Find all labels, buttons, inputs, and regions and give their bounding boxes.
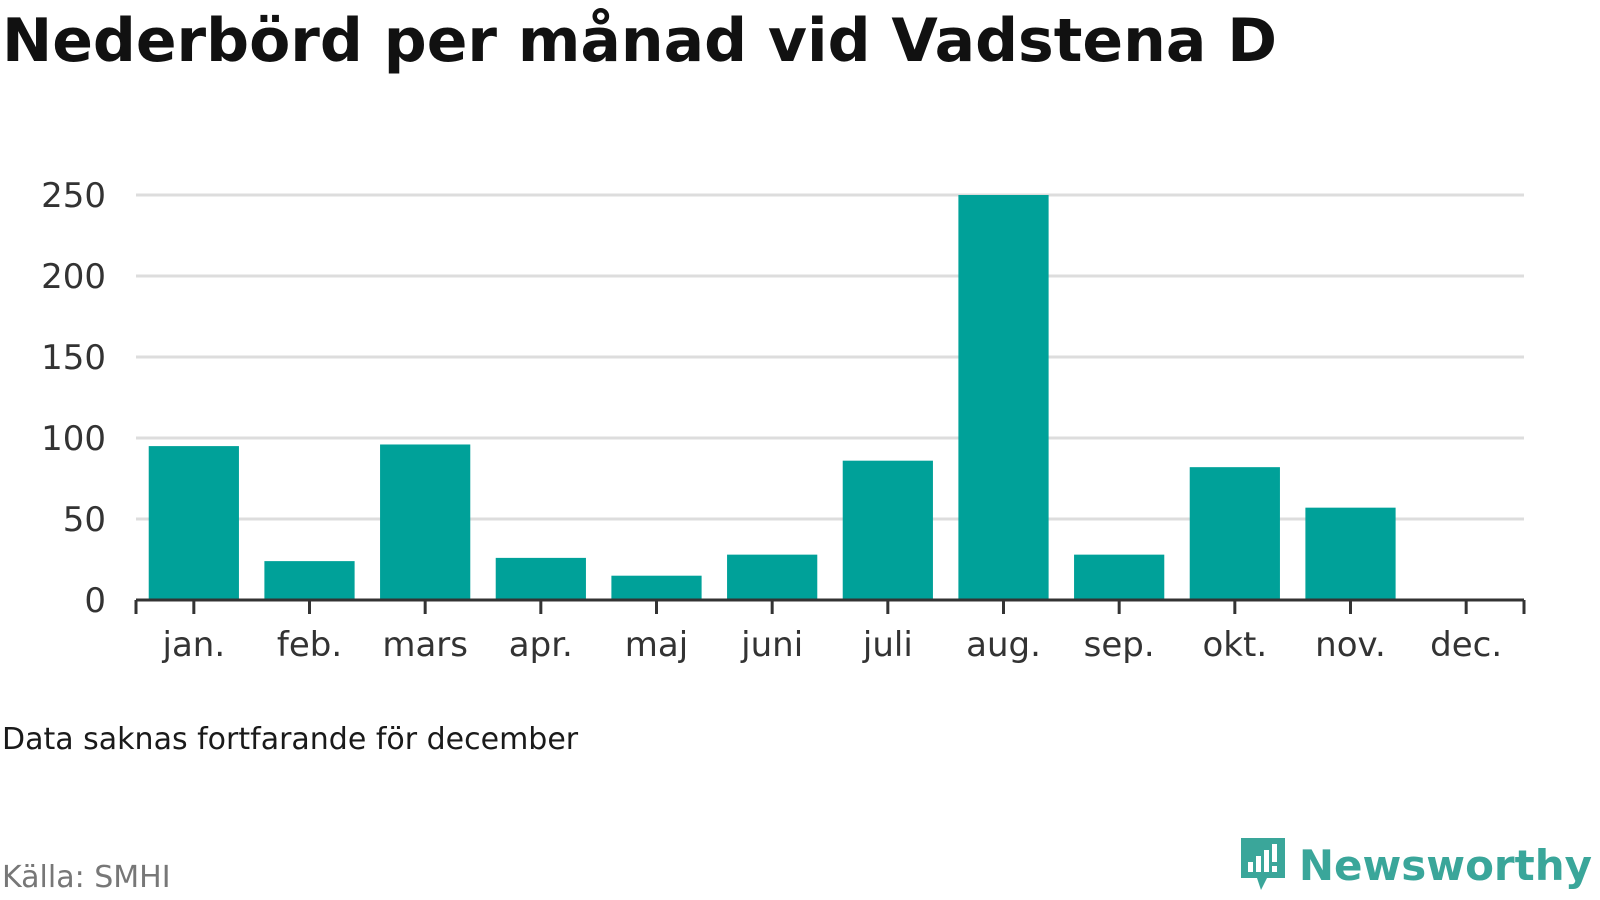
- bar: [380, 444, 471, 600]
- bar: [1305, 507, 1396, 600]
- bar: [1189, 467, 1280, 600]
- brand-logo: Newsworthy: [1237, 838, 1592, 890]
- bar: [1074, 554, 1165, 600]
- x-tick-label: feb.: [277, 625, 342, 665]
- x-tick-label: jan.: [162, 625, 226, 665]
- y-tick-label: 150: [41, 338, 106, 378]
- bar-chart: 0 50 100 150 200 250 jan. feb. mars apr. maj juni ju…: [41, 176, 1526, 665]
- source-label: Källa: SMHI: [2, 860, 171, 895]
- x-tick-label: maj: [625, 625, 688, 665]
- y-tick-label: 250: [41, 176, 106, 216]
- x-tick-label: okt.: [1203, 625, 1268, 665]
- bar: [727, 554, 818, 600]
- x-tick-label: aug.: [966, 625, 1041, 665]
- bar: [611, 575, 702, 600]
- chart-title: Nederbörd per månad vid Vadstena D: [2, 6, 1277, 76]
- x-tick-label: dec.: [1430, 625, 1502, 665]
- bar: [148, 446, 239, 600]
- bar: [958, 195, 1049, 600]
- chart-note: Data saknas fortfarande för december: [2, 722, 579, 757]
- y-tick-label: 0: [84, 581, 106, 621]
- x-tick-label: mars: [382, 625, 468, 665]
- x-tick-label: sep.: [1084, 625, 1155, 665]
- y-tick-label: 200: [41, 257, 106, 297]
- brand-name: Newsworthy: [1298, 840, 1592, 890]
- bar: [842, 460, 933, 600]
- y-tick-label: 100: [41, 419, 106, 459]
- x-tick-label: juli: [862, 625, 913, 665]
- y-tick-label: 50: [63, 500, 106, 540]
- x-tick-label: apr.: [509, 625, 573, 665]
- bar: [495, 557, 586, 600]
- x-tick-label: nov.: [1315, 625, 1386, 665]
- newsworthy-logo-icon: [1240, 838, 1285, 890]
- bar: [264, 561, 355, 600]
- x-tick-label: juni: [740, 625, 803, 665]
